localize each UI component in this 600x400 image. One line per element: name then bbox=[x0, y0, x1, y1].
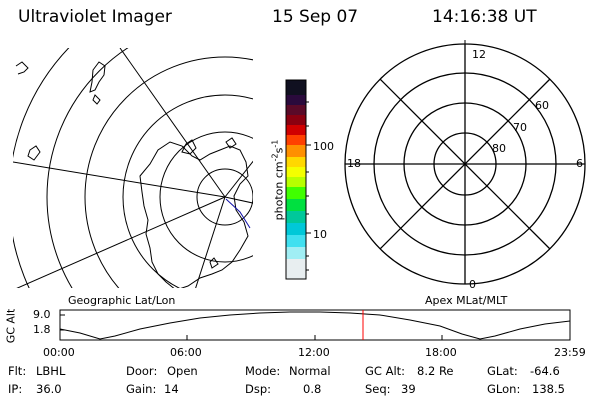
gc-alt-label: GC Alt: bbox=[365, 364, 406, 378]
mlat-label-60: 60 bbox=[535, 99, 549, 112]
seq-label: Seq: bbox=[365, 382, 391, 396]
color-scale-gradient bbox=[286, 80, 306, 279]
ip-label: IP: bbox=[8, 382, 23, 396]
gain-label: Gain: bbox=[126, 382, 157, 396]
mode-value: Normal bbox=[289, 364, 331, 378]
instrument-title: Ultraviolet Imager bbox=[18, 7, 172, 27]
glat-value: -64.6 bbox=[530, 364, 560, 378]
door-label: Door: bbox=[126, 364, 158, 378]
glon-label: GLon: bbox=[487, 382, 521, 396]
seq-value: 39 bbox=[401, 382, 416, 396]
color-scale-tick-10: 10 bbox=[313, 228, 327, 241]
date-label: 15 Sep 07 bbox=[272, 7, 359, 27]
ip-value: 36.0 bbox=[36, 382, 62, 396]
mlat-label-70: 70 bbox=[513, 121, 527, 134]
color-scale-ticks bbox=[306, 101, 311, 271]
filter-value: LBHL bbox=[36, 364, 66, 378]
mode-label: Mode: bbox=[245, 364, 281, 378]
altitude-ytick-9: 9.0 bbox=[33, 308, 51, 321]
mlt-label-12: 12 bbox=[472, 48, 486, 61]
color-scale-tick-100: 100 bbox=[313, 140, 334, 153]
glon-value: 138.5 bbox=[532, 382, 565, 396]
time-tick-2359: 23:59 bbox=[554, 346, 586, 359]
altitude-ylabel: GC Alt bbox=[4, 308, 18, 344]
orbit-track bbox=[225, 198, 251, 229]
time-tick-0600: 06:00 bbox=[170, 346, 202, 359]
geographic-map bbox=[13, 48, 253, 288]
altitude-plot-ticks bbox=[60, 314, 443, 340]
dsp-value: 0.8 bbox=[303, 382, 322, 396]
color-scale-unit-label: photon cm-2s-1 bbox=[270, 139, 286, 221]
left-panel-caption: Geographic Lat/Lon bbox=[68, 294, 176, 307]
glat-label: GLat: bbox=[487, 364, 518, 378]
gc-alt-value: 8.2 Re bbox=[417, 364, 454, 378]
gain-value: 14 bbox=[164, 382, 179, 396]
altitude-curve bbox=[59, 311, 571, 340]
filter-label: Flt: bbox=[8, 364, 27, 378]
time-tick-1200: 12:00 bbox=[298, 346, 330, 359]
mlat-label-80: 80 bbox=[492, 142, 506, 155]
door-value: Open bbox=[167, 364, 198, 378]
time-label: 14:16:38 UT bbox=[432, 7, 537, 27]
color-scale-bar bbox=[285, 79, 311, 280]
time-tick-1800: 18:00 bbox=[425, 346, 457, 359]
mlt-label-6: 6 bbox=[576, 157, 583, 170]
polar-grid bbox=[344, 43, 586, 285]
magnetic-polar-plot bbox=[344, 40, 586, 285]
dsp-label: Dsp: bbox=[245, 382, 272, 396]
coastlines bbox=[15, 61, 249, 288]
right-panel-caption: Apex MLat/MLT bbox=[425, 294, 508, 307]
altitude-plot bbox=[59, 309, 571, 341]
mlt-label-0: 0 bbox=[469, 278, 476, 291]
graticule bbox=[13, 48, 253, 288]
altitude-ytick-1-8: 1.8 bbox=[33, 323, 51, 336]
time-tick-0000: 00:00 bbox=[43, 346, 75, 359]
mlt-label-18: 18 bbox=[347, 157, 361, 170]
